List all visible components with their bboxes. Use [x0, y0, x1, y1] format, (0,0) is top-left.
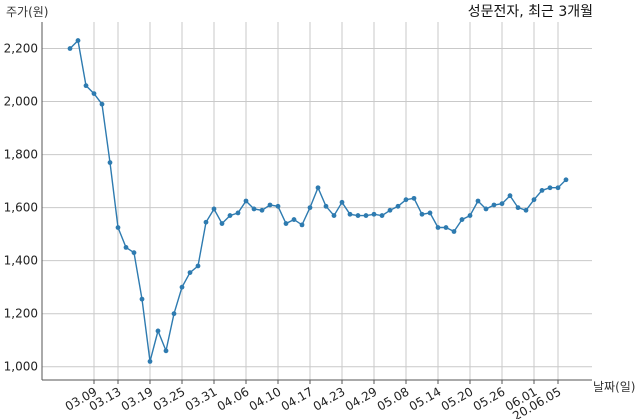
data-point — [363, 213, 369, 218]
x-tick-label: 03.31 — [183, 384, 220, 413]
data-point — [235, 210, 241, 216]
x-tick-label: 04.23 — [311, 384, 348, 413]
data-point — [163, 348, 169, 354]
data-point — [515, 205, 521, 211]
data-point — [459, 217, 465, 222]
data-point — [203, 219, 209, 225]
y-tick-label: 1,400 — [4, 254, 38, 268]
data-point — [107, 160, 113, 165]
data-point — [115, 225, 121, 230]
data-point — [339, 199, 345, 205]
x-tick-labels: 03.0903.1303.1903.2503.3104.0604.1004.17… — [63, 384, 564, 419]
data-point — [251, 206, 257, 212]
y-tick-label: 1,200 — [4, 307, 38, 321]
y-tick-label: 2,200 — [4, 42, 38, 56]
data-point — [467, 213, 473, 218]
data-point — [243, 198, 249, 204]
data-point — [483, 206, 489, 212]
data-point — [227, 213, 233, 218]
data-point — [123, 245, 129, 250]
data-point — [83, 83, 89, 89]
data-point — [451, 229, 457, 234]
data-point — [75, 38, 81, 43]
data-point — [523, 207, 529, 213]
data-point — [499, 201, 505, 207]
data-point — [443, 225, 449, 230]
x-tick-label: 04.06 — [215, 384, 252, 413]
x-tick-label: 04.17 — [279, 384, 316, 413]
data-point — [379, 213, 385, 218]
y-tick-labels: 1,000 1,200 1,400 1,600 1,800 2,000 2,200 — [4, 42, 38, 374]
data-point — [547, 185, 553, 191]
data-point — [171, 311, 177, 317]
data-point — [347, 211, 353, 217]
data-point — [531, 197, 537, 203]
x-tick-label: 05.20 — [439, 384, 476, 413]
y-tick-label: 1,000 — [4, 360, 38, 374]
grid — [42, 22, 592, 380]
data-point — [147, 359, 153, 364]
data-point — [291, 217, 297, 222]
data-point — [211, 206, 217, 212]
x-tick-label: 05.26 — [471, 384, 508, 413]
data-point — [539, 187, 545, 193]
data-point — [563, 177, 569, 183]
data-point — [299, 222, 305, 228]
data-point — [435, 225, 441, 230]
data-point — [491, 202, 497, 208]
data-point — [259, 207, 265, 213]
y-tick-label: 2,000 — [4, 95, 38, 109]
y-tick-label: 1,600 — [4, 201, 38, 215]
data-point — [315, 185, 321, 191]
chart-title: 성문전자, 최근 3개월 — [468, 4, 593, 20]
data-point — [131, 250, 137, 256]
data-point — [307, 205, 313, 211]
data-point — [179, 284, 185, 290]
data-point — [99, 101, 105, 107]
y-tick-label: 1,800 — [4, 148, 38, 162]
y-axis-label: 주가(원) — [6, 5, 48, 19]
data-point — [403, 197, 409, 203]
data-point — [555, 185, 561, 191]
data-point — [155, 328, 161, 334]
x-tick-label: 04.29 — [343, 384, 380, 413]
data-point — [67, 46, 73, 51]
x-tick-label: 03.25 — [151, 384, 188, 413]
x-tick-label: 05.08 — [375, 384, 412, 413]
data-point — [419, 211, 425, 217]
data-point — [411, 195, 417, 201]
axes — [41, 22, 592, 384]
x-axis-label: 날짜(일) — [593, 380, 635, 394]
data-point — [267, 202, 273, 208]
data-point — [139, 296, 145, 302]
data-point — [187, 270, 193, 275]
data-point — [283, 221, 289, 226]
x-tick-label: 05.14 — [407, 384, 444, 413]
data-point — [507, 193, 513, 199]
series — [67, 38, 569, 364]
data-point — [475, 198, 481, 204]
data-point — [371, 211, 377, 217]
x-tick-label: 04.10 — [247, 384, 284, 413]
x-tick-label: 03.19 — [119, 384, 156, 413]
data-point — [219, 221, 225, 226]
data-point — [427, 210, 433, 216]
data-point — [355, 213, 361, 218]
data-point — [323, 203, 329, 209]
data-point — [275, 203, 281, 209]
data-point — [395, 203, 401, 209]
data-point — [331, 213, 337, 218]
data-point — [387, 207, 393, 213]
data-point — [195, 263, 201, 269]
data-point — [91, 91, 97, 96]
